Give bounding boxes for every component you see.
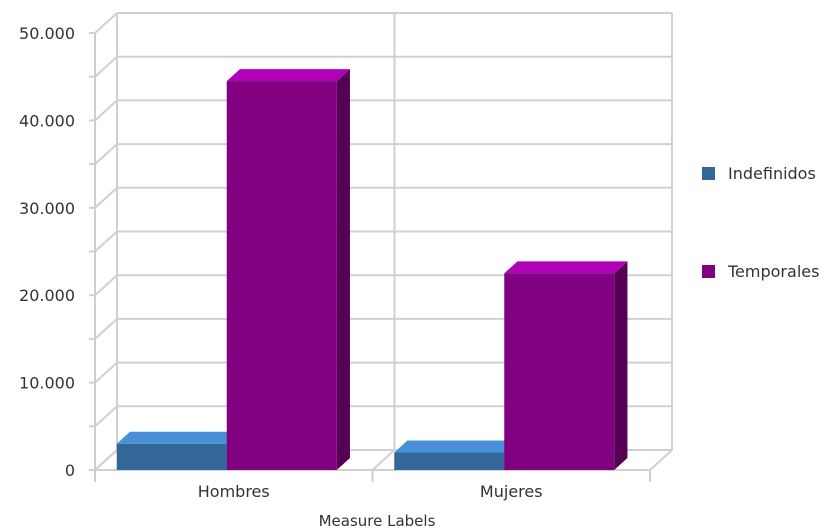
- legend: Indefinidos Temporales: [702, 164, 819, 281]
- bar-front: [116, 443, 227, 470]
- gridline-depth: [94, 99, 118, 122]
- legend-swatch: [702, 265, 715, 278]
- legend-label: Temporales: [727, 262, 819, 281]
- y-tick-label: 40.000: [19, 111, 75, 130]
- grid: [94, 12, 673, 471]
- y-tick-label: 30.000: [19, 199, 75, 218]
- legend-item-temporales[interactable]: Temporales: [702, 262, 819, 281]
- bars: [116, 69, 628, 470]
- gridline-depth: [94, 405, 118, 428]
- bar-top: [116, 431, 240, 444]
- legend-swatch: [702, 167, 715, 180]
- bar-top: [226, 69, 350, 82]
- y-tick-labels: 0 10.000 20.000 30.000 40.000 50.000: [19, 24, 75, 480]
- floor-line: [649, 449, 673, 471]
- bar-side: [614, 261, 628, 470]
- x-axis-title: Measure Labels: [319, 512, 436, 530]
- gridline-depth: [94, 143, 118, 165]
- gridline-depth: [94, 318, 118, 340]
- y-tick-label: 0: [65, 461, 75, 480]
- x-category-labels: Hombres Mujeres: [198, 482, 543, 501]
- gridline-depth: [94, 230, 118, 253]
- legend-item-indefinidos[interactable]: Indefinidos: [702, 164, 816, 183]
- bar-top: [504, 261, 628, 274]
- bar-front: [504, 273, 615, 470]
- legend-label: Indefinidos: [728, 164, 816, 183]
- gridline-depth: [94, 274, 118, 296]
- gridline-depth: [94, 12, 118, 34]
- x-category-label: Hombres: [198, 482, 270, 501]
- gridline-depth: [94, 55, 118, 78]
- floor-line: [94, 449, 118, 471]
- x-category-label: Mujeres: [480, 482, 543, 501]
- floor-line: [371, 449, 396, 471]
- gridline-depth: [94, 361, 118, 384]
- bar-temporales-mujeres: [504, 261, 628, 470]
- bar-front: [394, 452, 505, 470]
- gridline-depth: [94, 187, 118, 209]
- bar-top: [394, 440, 518, 453]
- bar-indefinidos-mujeres: [394, 440, 518, 470]
- bar-side: [336, 69, 350, 470]
- bar-front: [226, 81, 337, 470]
- bar-temporales-hombres: [226, 69, 350, 470]
- y-tick-label: 20.000: [19, 286, 75, 305]
- y-tick-label: 50.000: [19, 24, 75, 43]
- y-tick-label: 10.000: [19, 374, 75, 393]
- bar-indefinidos-hombres: [116, 431, 240, 470]
